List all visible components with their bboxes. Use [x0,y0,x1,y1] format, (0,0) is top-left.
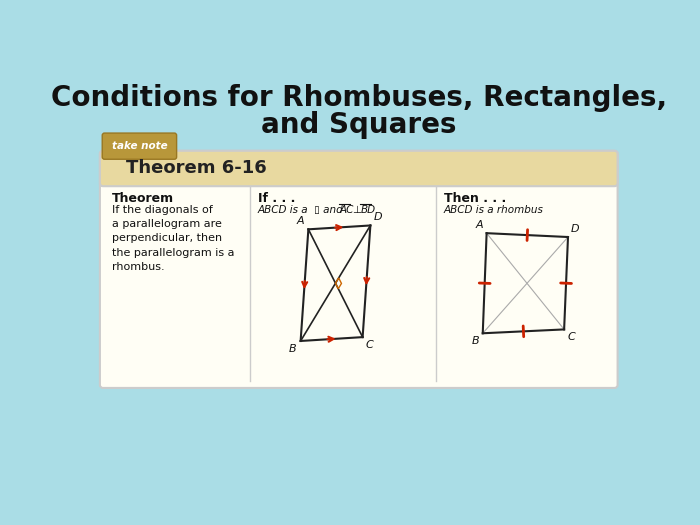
Text: D: D [374,213,382,223]
Text: and Squares: and Squares [261,111,456,139]
Text: Theorem: Theorem [112,192,174,205]
Text: If . . .: If . . . [258,192,295,205]
Text: ABCD is a  ▯ and: ABCD is a ▯ and [258,205,347,215]
Text: AC: AC [340,205,354,215]
Text: ABCD is a rhombus: ABCD is a rhombus [444,205,544,215]
Text: B: B [472,337,480,347]
Text: B: B [289,344,297,354]
Text: C: C [365,340,374,350]
Text: A: A [297,216,304,226]
FancyBboxPatch shape [100,151,617,388]
Text: A: A [476,220,484,230]
Text: Theorem 6-16: Theorem 6-16 [125,160,267,177]
Text: Conditions for Rhombuses, Rectangles,: Conditions for Rhombuses, Rectangles, [50,83,667,112]
Text: take note: take note [111,141,167,151]
Text: BD: BD [360,205,375,215]
Text: If the diagonals of
a parallelogram are
perpendicular, then
the parallelogram is: If the diagonals of a parallelogram are … [112,205,234,272]
Text: Then . . .: Then . . . [444,192,506,205]
Text: C: C [567,332,575,342]
FancyBboxPatch shape [100,151,617,186]
Text: D: D [571,224,580,234]
FancyBboxPatch shape [102,133,176,159]
Text: ⊥: ⊥ [352,205,361,215]
